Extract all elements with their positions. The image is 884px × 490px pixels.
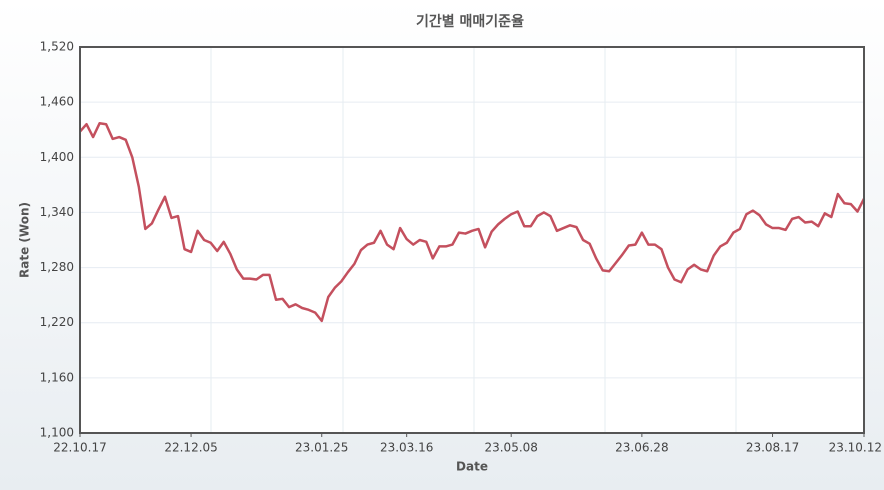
plot-border <box>79 46 865 434</box>
x-tick-label: 23.03.16 <box>380 441 433 455</box>
y-tick-label: 1,160 <box>40 370 74 384</box>
y-tick-label: 1,400 <box>40 150 74 164</box>
y-tick-label: 1,220 <box>40 315 74 329</box>
chart-title: 기간별 매매기준율 <box>416 13 524 30</box>
marks <box>79 122 866 323</box>
x-tick-label: 23.08.17 <box>746 441 799 455</box>
vertical-grid <box>210 47 737 433</box>
y-tick-label: 1,280 <box>40 260 74 274</box>
x-tick-label: 22.12.05 <box>164 441 217 455</box>
x-tick-label: 22.10.17 <box>53 441 106 455</box>
y-tick-label: 1,520 <box>40 40 74 54</box>
y-axis-title: Rate (Won) <box>18 202 32 278</box>
series-line <box>79 122 866 323</box>
labels: 1,100 1,160 1,220 1,280 1,340 1,400 1,460 1,520… <box>40 40 882 455</box>
x-tick-label: 23.06.28 <box>615 441 668 455</box>
y-tick-label: 1,460 <box>40 95 74 109</box>
x-axis-title: Date <box>456 460 488 474</box>
x-tick-label: 23.05.08 <box>484 441 537 455</box>
y-tick-label: 1,100 <box>40 426 74 440</box>
x-tick-label: 23.10.12 <box>829 441 882 455</box>
plot-area <box>80 47 864 433</box>
x-tick-label: 23.01.25 <box>295 441 348 455</box>
y-tick-label: 1,340 <box>40 205 74 219</box>
